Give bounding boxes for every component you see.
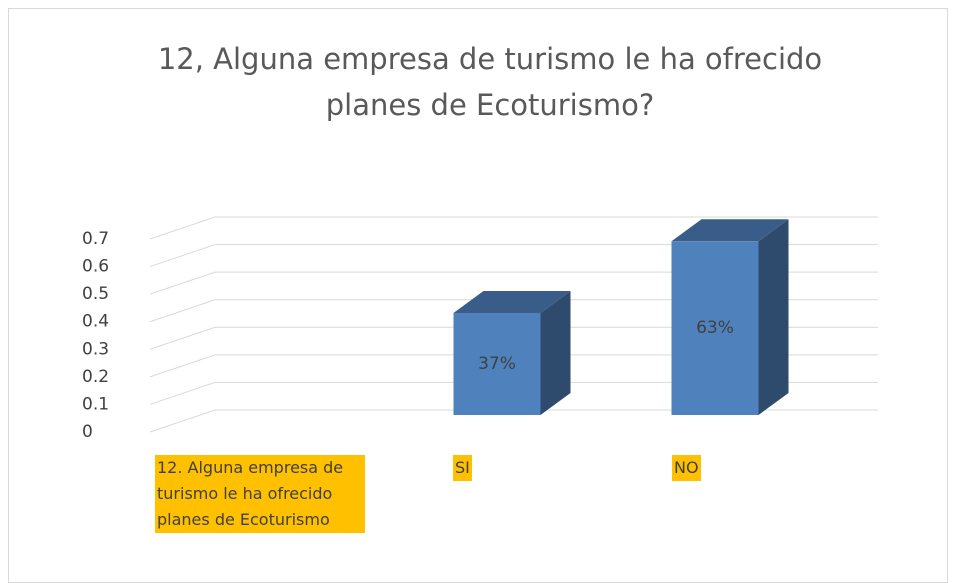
- y-tick-label: 0: [82, 422, 93, 442]
- grid-line: [149, 354, 878, 378]
- grid-line: [149, 381, 878, 405]
- bar: [671, 241, 759, 415]
- x-tick-label: 12. Alguna empresa de turismo le ha ofre…: [155, 455, 365, 533]
- bar-top: [671, 219, 789, 242]
- y-tick-label: 0.7: [82, 229, 109, 249]
- y-tick-label: 0.5: [82, 284, 109, 304]
- x-tick-label: SI: [453, 455, 472, 481]
- grid-line: [149, 216, 878, 240]
- grid-line: [149, 244, 878, 268]
- bar-top: [453, 290, 571, 313]
- y-tick-label: 0.4: [82, 312, 109, 332]
- bar: [453, 312, 541, 415]
- chart-title: 12, Alguna empresa de turismo le ha ofre…: [157, 42, 823, 122]
- data-label: 37%: [478, 354, 516, 374]
- bar-side: [758, 219, 789, 415]
- grid-line: [149, 271, 878, 295]
- y-tick-label: 0.3: [82, 339, 109, 359]
- bar-side: [540, 290, 571, 415]
- x-tick-label: NO: [672, 455, 701, 481]
- grid-line: [149, 326, 878, 350]
- data-label: 63%: [696, 318, 734, 338]
- y-tick-label: 0.1: [82, 394, 109, 414]
- y-tick-label: 0.2: [82, 367, 109, 387]
- grid-line: [149, 299, 878, 323]
- grid-line: [149, 409, 878, 433]
- y-tick-label: 0.6: [82, 257, 109, 277]
